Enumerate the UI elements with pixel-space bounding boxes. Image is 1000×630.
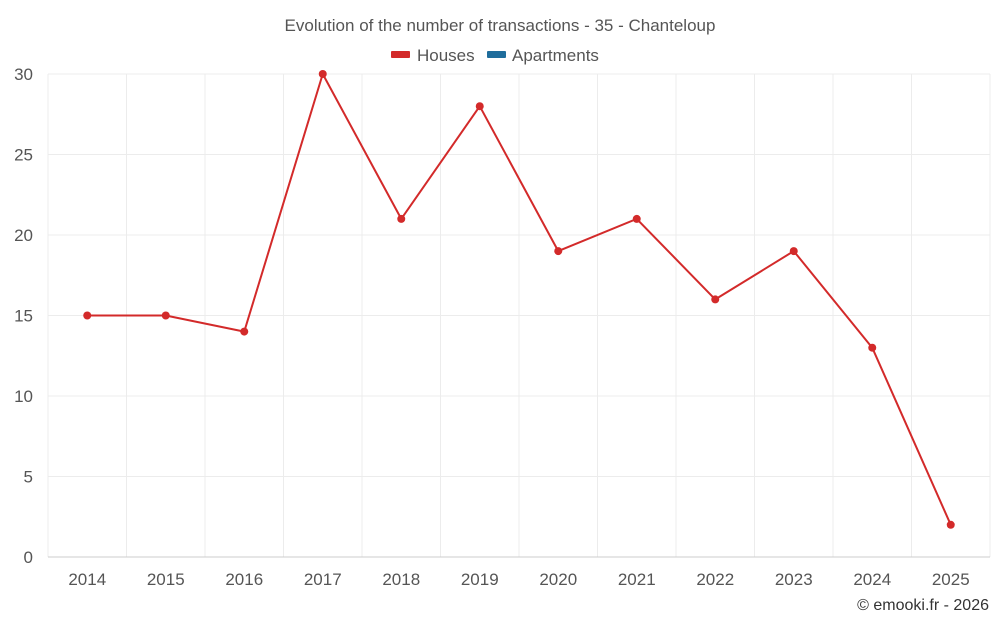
series-line-houses xyxy=(87,73,952,526)
chart-title: Evolution of the number of transactions … xyxy=(285,16,716,35)
y-tick-label: 10 xyxy=(14,387,33,406)
x-tick-label: 2022 xyxy=(696,570,734,589)
gridlines xyxy=(47,73,991,557)
y-tick-label: 20 xyxy=(14,226,33,245)
data-point-houses-2024[interactable]: 2024: 13 xyxy=(868,343,877,352)
legend-item-apartments[interactable]: Apartments xyxy=(487,46,599,65)
data-point-houses-2023[interactable]: 2023: 19 xyxy=(789,247,798,256)
y-axis: 0 5 10 15 20 25 30 xyxy=(14,65,33,567)
data-point-houses-2021[interactable]: 2021: 21 xyxy=(632,214,641,223)
x-tick-label: 2021 xyxy=(618,570,656,589)
y-tick-label: 15 xyxy=(14,307,33,326)
data-point-houses-2015[interactable]: 2015: 15 xyxy=(161,311,170,320)
legend-swatch-houses xyxy=(391,51,410,58)
x-tick-label: 2017 xyxy=(304,570,342,589)
x-axis: 2014 2015 2016 2017 2018 2019 2020 2021 2022 2023… xyxy=(48,556,990,589)
legend-item-houses[interactable]: Houses xyxy=(391,46,475,65)
y-tick-label: 25 xyxy=(14,146,33,165)
x-tick-label: 2020 xyxy=(539,570,577,589)
x-tick-label: 2023 xyxy=(775,570,813,589)
data-point-houses-2017[interactable]: 2017: 30 xyxy=(318,70,327,78)
data-point-houses-2016[interactable]: 2016: 14 xyxy=(240,327,249,336)
legend-label-apartments: Apartments xyxy=(512,46,599,65)
y-tick-label: 5 xyxy=(24,468,33,487)
x-tick-label: 2024 xyxy=(853,570,891,589)
x-tick-label: 2018 xyxy=(382,570,420,589)
data-point-houses-2020[interactable]: 2020: 19 xyxy=(554,247,563,256)
x-tick-label: 2016 xyxy=(225,570,263,589)
x-tick-label: 2015 xyxy=(147,570,185,589)
data-point-houses-2022[interactable]: 2022: 16 xyxy=(711,295,720,304)
x-tick-label: 2025 xyxy=(932,570,970,589)
data-point-houses-2018[interactable]: 2018: 21 xyxy=(397,214,406,223)
data-point-houses-2014[interactable]: 2014: 15 xyxy=(83,311,92,320)
y-tick-label: 0 xyxy=(24,548,33,567)
legend: Houses Apartments xyxy=(391,46,599,65)
credit-text: © emooki.fr - 2026 xyxy=(857,597,989,614)
x-tick-label: 2019 xyxy=(461,570,499,589)
x-tick-label: 2014 xyxy=(68,570,106,589)
data-point-houses-2025[interactable]: 2025: 2 xyxy=(946,520,955,529)
legend-swatch-apartments xyxy=(487,51,506,58)
legend-label-houses: Houses xyxy=(417,46,475,65)
y-tick-label: 30 xyxy=(14,65,33,84)
series-layer: 2014: 15 2015: 15 2016: 14 2017: 30 2018: 21… xyxy=(83,70,955,529)
data-point-houses-2019[interactable]: 2019: 28 xyxy=(475,102,484,111)
